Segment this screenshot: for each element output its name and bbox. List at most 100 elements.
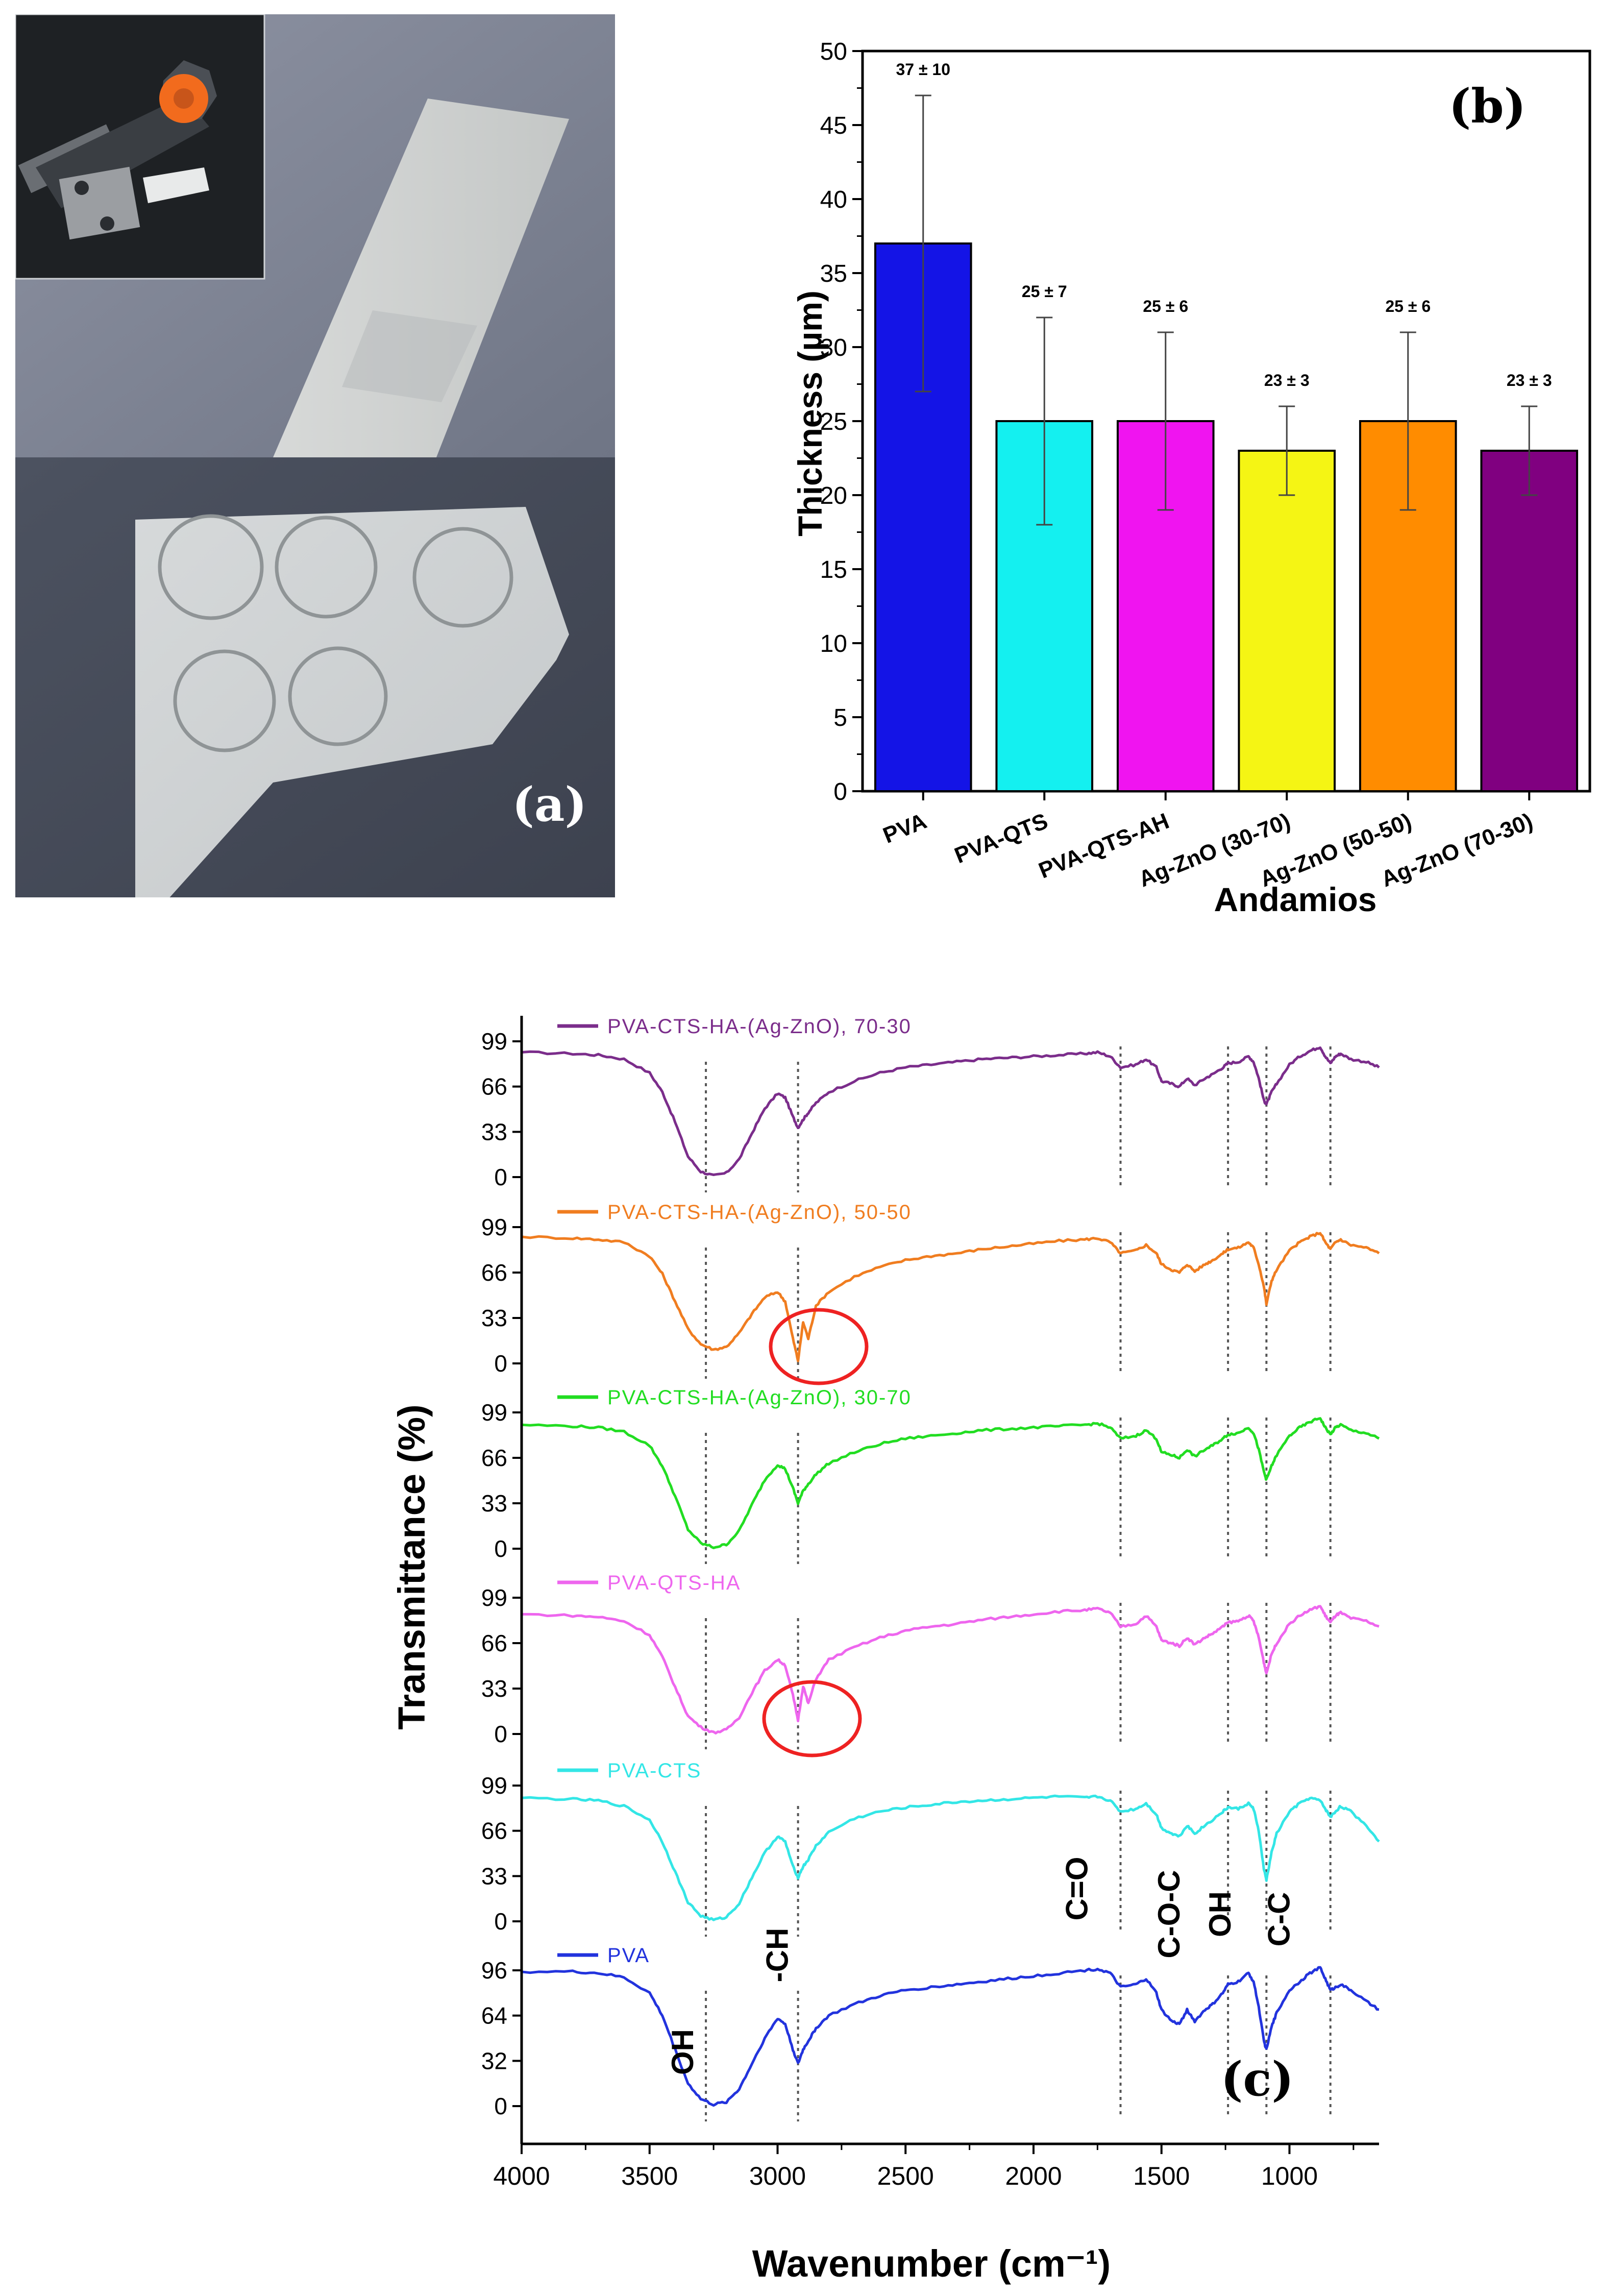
band-label: OH — [666, 2029, 700, 2075]
ftir-ylabel: Transmittance (%) — [390, 1404, 433, 1729]
x-tick-label: 1000 — [1261, 2162, 1318, 2190]
series-line — [521, 1046, 1380, 1176]
value-label: 37 ± 10 — [896, 60, 950, 79]
y-tick-label: 32 — [481, 2047, 507, 2074]
y-tick-label: 99 — [481, 1028, 507, 1055]
ftir-series — [521, 1046, 1380, 2107]
punched-discs — [158, 514, 513, 752]
band-label: C-C — [1262, 1892, 1296, 1947]
y-tick-label: 20 — [820, 482, 847, 509]
y-tick-label: 25 — [820, 408, 847, 435]
y-tick-label: 35 — [820, 260, 847, 287]
series-line — [522, 1605, 1380, 1735]
y-tick-label: 99 — [481, 1772, 507, 1799]
legend-label: PVA — [607, 1944, 650, 1967]
value-label: 25 ± 7 — [1022, 282, 1067, 301]
y-tick-label: 64 — [481, 2002, 507, 2029]
value-label: 25 ± 6 — [1143, 297, 1188, 315]
y-tick-label: 99 — [481, 1214, 507, 1240]
y-tick-label: 0 — [494, 1908, 507, 1935]
ftir-xlabel: Wavenumber (cm⁻¹) — [752, 2242, 1111, 2285]
ftir-line-chart: 0 33 66 99 0 33 66 99 0 33 66 99 0 33 66 99 0 33 66 99 0 32 64… — [390, 1015, 1380, 2285]
legend-label: PVA-QTS-HA — [607, 1572, 741, 1594]
y-tick-label: 0 — [494, 1350, 507, 1377]
bar — [1238, 450, 1336, 792]
bar-chart-xlabel: Andamios — [1214, 881, 1376, 914]
band-label: OH — [1203, 1891, 1237, 1937]
x-tick-label: 1500 — [1133, 2162, 1190, 2190]
tool-plate — [59, 166, 140, 240]
ftir-reference-lines — [705, 1046, 1332, 2121]
disc — [412, 527, 513, 628]
y-tick-label: 33 — [481, 1305, 507, 1331]
photo-panel-a: (a) — [14, 13, 615, 910]
highlight-circle — [762, 1680, 862, 1757]
y-tick-label: 99 — [481, 1584, 507, 1611]
value-label: 23 ± 3 — [1264, 371, 1310, 389]
y-tick-label: 33 — [481, 1863, 507, 1889]
y-tick-label: 33 — [481, 1118, 507, 1145]
ftir-legend: PVA-CTS-HA-(Ag-ZnO), 70-30 PVA-CTS-HA-(Ag… — [557, 1015, 912, 1967]
thickness-bar-chart: 37 ± 10 25 ± 7 25 ± 6 23 ± 3 25 ± 6 23 ± 3 0 5… — [791, 38, 1591, 914]
y-tick-label: 66 — [481, 1445, 507, 1471]
value-label: 25 ± 6 — [1385, 297, 1431, 315]
bar-chart-ylabel: Thickness (µm) — [791, 290, 829, 536]
panel-label-a: (a) — [512, 777, 587, 832]
y-tick-label: 0 — [833, 778, 847, 805]
legend-label: PVA-CTS — [607, 1760, 701, 1782]
y-tick-label: 33 — [481, 1490, 507, 1517]
legend-label: PVA-CTS-HA-(Ag-ZnO), 50-50 — [607, 1201, 912, 1224]
disc — [173, 649, 276, 752]
value-label: 23 ± 3 — [1507, 371, 1552, 389]
series-line — [521, 1794, 1380, 1921]
bar — [1480, 450, 1579, 792]
y-tick-label: 0 — [494, 1721, 507, 1747]
y-tick-label: 66 — [481, 1259, 507, 1286]
y-tick-label: 10 — [820, 630, 847, 657]
x-tick-label: 2000 — [1005, 2162, 1062, 2190]
bar-chart-value-labels: 37 ± 10 25 ± 7 25 ± 6 23 ± 3 25 ± 6 23 ± 3 — [896, 60, 1552, 389]
y-tick-label: 5 — [833, 704, 847, 731]
y-tick-label: 66 — [481, 1818, 507, 1844]
x-tick-label: 3500 — [621, 2162, 678, 2190]
x-tick-label: 3000 — [749, 2162, 806, 2190]
band-label: C-O-C — [1152, 1870, 1186, 1958]
series-line — [521, 1966, 1380, 2107]
y-tick-label: 33 — [481, 1675, 507, 1702]
x-tick-label: 2500 — [877, 2162, 934, 2190]
y-tick-label: 96 — [481, 1957, 507, 1984]
y-tick-label: 50 — [820, 38, 847, 65]
y-tick-label: 66 — [481, 1073, 507, 1100]
y-tick-label: 40 — [820, 186, 847, 213]
bar-chart-bars — [874, 242, 1579, 792]
ftir-x-ticks: 4000 3500 3000 2500 2000 1500 1000 — [493, 2142, 1379, 2190]
y-tick-label: 0 — [494, 1535, 507, 1562]
photo-illustration: (a) — [14, 13, 615, 910]
y-tick-label: 30 — [820, 334, 847, 361]
ftir-y-ticks: 0 33 66 99 0 33 66 99 0 33 66 99 0 33 66 99 0 33 66 99 0 32 64… — [481, 1016, 523, 2144]
panel-label-b: (b) — [1449, 79, 1526, 134]
band-label: C=O — [1060, 1857, 1094, 1920]
disc — [275, 516, 378, 619]
y-tick-label: 15 — [820, 556, 847, 583]
panel-label-c: (c) — [1221, 2051, 1294, 2107]
bar-chart-error-bars — [915, 94, 1538, 526]
disc — [158, 514, 264, 620]
film-strip-shadow — [342, 310, 477, 402]
ftir-band-labels: OH -CH C=O C-O-C OH C-C — [666, 1857, 1296, 2075]
y-tick-label: 0 — [494, 1164, 507, 1190]
band-label: -CH — [760, 1928, 795, 1983]
y-tick-label: 99 — [481, 1399, 507, 1426]
legend-label: PVA-CTS-HA-(Ag-ZnO), 70-30 — [607, 1015, 912, 1038]
ftir-highlight-circles — [762, 1308, 869, 1757]
film-strip — [273, 99, 569, 457]
series-line — [521, 1232, 1380, 1362]
bar-chart-y-ticks: 0 5 10 15 20 25 30 35 40 45 50 — [820, 38, 863, 805]
disc — [288, 646, 388, 746]
tool-paper — [143, 167, 209, 203]
x-tick-label: 4000 — [493, 2162, 550, 2190]
y-tick-label: 45 — [820, 112, 847, 139]
series-line — [521, 1417, 1380, 1549]
x-tick-label: PVA — [879, 809, 930, 848]
